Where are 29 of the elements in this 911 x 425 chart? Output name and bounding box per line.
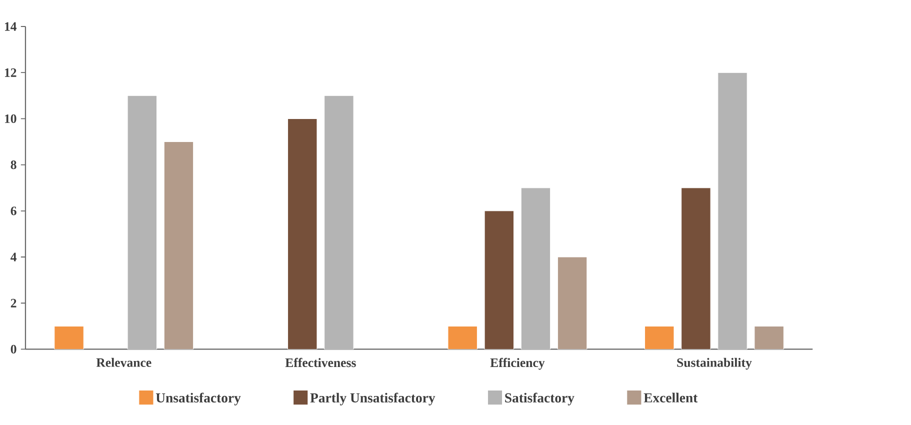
bar — [54, 326, 84, 350]
legend-label: Excellent — [644, 392, 698, 402]
y-tick-label: 2 — [10, 298, 16, 308]
y-tick-label: 12 — [4, 68, 16, 77]
legend-label: Unsatisfactory — [156, 392, 241, 406]
bar — [287, 118, 318, 350]
y-tick-label: 4 — [10, 252, 17, 262]
bar — [448, 326, 478, 350]
x-tick-label: Effectiveness — [285, 358, 356, 368]
y-tick-label: 10 — [4, 114, 16, 123]
y-tick-label: 0 — [10, 344, 16, 354]
y-tick-label: 14 — [4, 22, 17, 31]
bar — [557, 256, 588, 350]
bar — [718, 72, 748, 350]
bar — [681, 188, 711, 350]
legend-label: Partly Unsatisfactory — [310, 392, 436, 406]
bar — [127, 95, 158, 350]
y-tick-label: 8 — [10, 160, 16, 170]
bar — [754, 326, 784, 350]
legend-label: Satisfactory — [505, 392, 574, 406]
y-tick-label: 6 — [10, 206, 16, 216]
bar — [644, 326, 674, 350]
bar — [484, 210, 514, 350]
bar — [164, 141, 194, 350]
bar — [324, 95, 354, 350]
x-tick-label: Efficiency — [490, 358, 545, 370]
x-tick-label: Relevance — [96, 358, 152, 367]
x-tick-label: Sustainability — [677, 358, 752, 370]
bar — [520, 188, 551, 350]
